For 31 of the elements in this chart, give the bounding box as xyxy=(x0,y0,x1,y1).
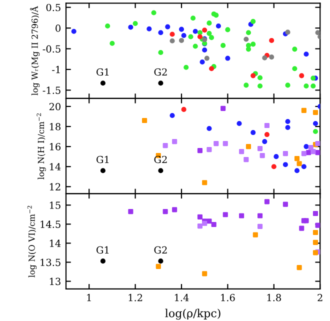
x-tick-label: 1 xyxy=(87,294,91,302)
x-axis-title: log(ρ/kpc) xyxy=(165,308,220,320)
y-tick-label: 13.5 xyxy=(40,258,60,266)
x-tick-label: 1.8 xyxy=(267,294,281,302)
y-tick-label: 14 xyxy=(50,240,61,247)
series-label: G1 xyxy=(96,246,109,254)
y-tick-label: 14 xyxy=(50,163,61,170)
y-axis-title: log N(H I)/cm$^{−2}$ xyxy=(36,113,46,180)
y-axis-title: log N(O VI)/cm$^{−2}$ xyxy=(27,206,37,278)
x-tick-label: 1.2 xyxy=(128,294,142,302)
series-label: G2 xyxy=(154,246,167,254)
y-tick-label: 20 xyxy=(49,102,60,110)
y-axis-title: log Wᵣ(Mg II 2796)/Å xyxy=(30,6,40,96)
y-tick-label: 12 xyxy=(50,183,60,190)
y-tick-label: 18 xyxy=(50,122,60,130)
y-tick-label: 15 xyxy=(50,202,60,209)
series-label: G1 xyxy=(96,156,109,164)
y-tick-label: -1.5 xyxy=(42,86,60,94)
y-tick-label: 14.5 xyxy=(40,220,60,228)
x-tick-label: 1.4 xyxy=(174,294,189,302)
y-tick-label: 0.5 xyxy=(46,4,60,12)
series-label: G1 xyxy=(96,68,109,76)
y-tick-label: -1 xyxy=(52,66,60,74)
y-tick-label: -0.5 xyxy=(42,45,60,53)
series-label: G2 xyxy=(154,68,167,76)
y-tick-label: 13 xyxy=(50,278,60,286)
x-tick-label: 2 xyxy=(318,294,322,302)
y-tick-label: 16 xyxy=(50,143,61,150)
x-tick-label: 1.6 xyxy=(221,294,235,302)
y-tick-label: 0 xyxy=(56,24,60,32)
series-label: G2 xyxy=(154,156,167,164)
